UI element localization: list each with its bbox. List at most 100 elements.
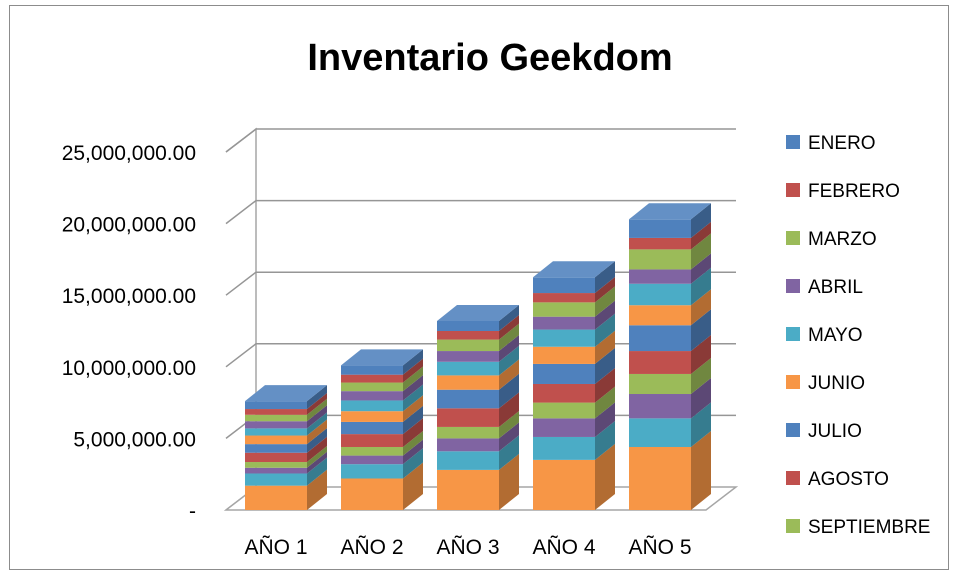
bar-side — [307, 428, 327, 453]
bar-front — [245, 462, 307, 468]
bar-front — [437, 389, 499, 409]
bar-segment — [629, 430, 711, 510]
y-tick-label: 5,000,000.00 — [73, 428, 196, 451]
bar-side — [307, 457, 327, 486]
gridline — [225, 199, 736, 225]
bar-side — [403, 349, 423, 375]
bar-segment — [533, 330, 615, 364]
bar-side — [499, 392, 519, 427]
bar-side — [403, 462, 423, 510]
bar-front — [245, 473, 307, 486]
bar-front — [245, 414, 307, 422]
y-axis-ticks: - 5,000,000.00 10,000,000.00 15,000,000.00 2… — [62, 142, 196, 523]
bar-segment — [245, 451, 327, 474]
bar-side — [307, 469, 327, 510]
bar-stacks — [245, 203, 711, 510]
bar-side — [691, 430, 711, 510]
bar-side — [307, 405, 327, 429]
bar-segment — [341, 448, 423, 479]
y-tick-label: 20,000,000.00 — [62, 214, 196, 237]
legend-swatch — [786, 231, 800, 245]
bar-segment — [437, 453, 519, 510]
bar-side — [595, 286, 615, 317]
bar-side — [307, 385, 327, 410]
legend-label: JULIO — [808, 421, 862, 442]
bar-side — [595, 367, 615, 403]
bar-side — [403, 395, 423, 422]
bar-front — [533, 459, 595, 510]
bar-front — [533, 402, 595, 419]
bar-segment — [341, 375, 423, 401]
bar-segment — [341, 358, 423, 383]
bar-side — [403, 418, 423, 447]
legend-swatch — [786, 519, 800, 533]
legend-item: MAYO — [786, 325, 863, 346]
bar-front — [341, 400, 403, 412]
bar-front — [629, 394, 691, 419]
bar-segment — [437, 410, 519, 439]
legend-swatch — [786, 423, 800, 437]
bar-front — [341, 446, 403, 456]
bar-segment — [341, 384, 423, 412]
bar-front — [245, 428, 307, 436]
bar-segment — [437, 422, 519, 452]
bar-front — [245, 401, 307, 410]
bar-segment — [437, 392, 519, 427]
bar-segment — [533, 286, 615, 317]
bar-front — [533, 302, 595, 317]
bar-segment — [245, 419, 327, 445]
legend-item: SEPTIEMBRE — [786, 517, 930, 538]
bar-segment — [629, 253, 711, 284]
bar-front — [341, 374, 403, 383]
bar-segment — [533, 261, 615, 294]
bar-side — [403, 366, 423, 392]
bar-segment — [245, 469, 327, 510]
x-axis-ticks: AÑO 1 AÑO 2 AÑO 3 AÑO 4 AÑO 5 — [244, 535, 691, 559]
bar-segment — [629, 335, 711, 374]
legend-label: SEPTIEMBRE — [808, 517, 930, 538]
bar-side — [691, 335, 711, 374]
bar-side — [403, 375, 423, 401]
bar-front — [245, 421, 307, 429]
bar-front — [341, 455, 403, 465]
bar-side — [595, 402, 615, 437]
bar-segment — [629, 309, 711, 352]
bar-side — [595, 277, 615, 303]
bar-side — [307, 451, 327, 474]
bar-side — [499, 435, 519, 470]
bar-side — [691, 357, 711, 395]
bar-side — [499, 345, 519, 376]
bar-side — [595, 386, 615, 419]
bar-segment — [245, 405, 327, 429]
bar-front — [437, 375, 499, 390]
bar-front — [533, 346, 595, 364]
bar-segment — [245, 428, 327, 453]
bar-front — [245, 409, 307, 415]
bar-side — [403, 358, 423, 383]
bar-side — [307, 446, 327, 468]
bar-front — [629, 418, 691, 447]
bar-front — [629, 325, 691, 352]
bar-side — [499, 335, 519, 362]
bar-side — [595, 330, 615, 364]
bar-front — [533, 418, 595, 437]
bar-side — [403, 439, 423, 465]
y-tick-label: 15,000,000.00 — [62, 285, 196, 308]
bar-side — [595, 347, 615, 384]
bar-segment — [533, 420, 615, 460]
bar-side — [499, 410, 519, 439]
bar-front — [437, 361, 499, 376]
bar-segment — [629, 289, 711, 326]
legend-item: AGOSTO — [786, 469, 889, 490]
bar-side — [691, 378, 711, 419]
legend-swatch — [786, 375, 800, 389]
legend-item: FEBRERO — [786, 181, 900, 202]
x-tick-label: AÑO 2 — [340, 535, 403, 559]
legend-label: FEBRERO — [808, 181, 900, 202]
bar-segment — [437, 304, 519, 331]
bar-segment — [245, 398, 327, 422]
bar-front — [437, 438, 499, 452]
bar-side — [595, 420, 615, 460]
bar-side — [403, 430, 423, 456]
bar-front — [341, 391, 403, 401]
